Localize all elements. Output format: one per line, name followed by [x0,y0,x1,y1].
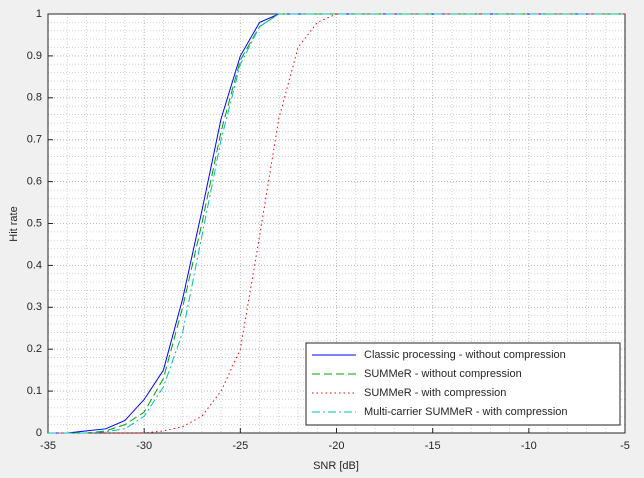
y-tick-label: 0.9 [27,50,42,62]
y-tick-label: 0.6 [27,176,42,188]
line-series [48,13,625,434]
legend-label: SUMMeR - with compression [364,387,506,399]
y-axis-label: Hit rate [8,206,20,241]
x-tick-label: -10 [521,440,537,452]
x-tick-label: -15 [425,440,441,452]
y-tick-label: 0.8 [27,92,42,104]
x-tick-label: -5 [620,440,630,452]
legend-label: Classic processing - without compression [364,349,566,361]
x-tick-label: -25 [232,440,248,452]
line-series [48,13,625,434]
y-tick-label: 0.7 [27,134,42,146]
x-tick-label: -35 [40,440,56,452]
x-tick-label: -20 [329,440,345,452]
y-tick-label: 0 [36,427,42,439]
y-tick-label: 0.5 [27,217,42,229]
legend-box [305,342,621,426]
legend-label: SUMMeR - without compression [364,368,522,380]
y-tick-label: 0.4 [27,259,42,271]
y-tick-label: 0.2 [27,343,42,355]
x-axis-label: SNR [dB] [313,460,359,472]
y-tick-label: 1 [36,8,42,20]
y-tick-label: 0.3 [27,301,42,313]
x-tick-label: -30 [136,440,152,452]
legend-label: Multi-carrier SUMMeR - with compression [364,406,568,418]
y-tick-label: 0.1 [27,385,42,397]
line-series [48,13,625,434]
